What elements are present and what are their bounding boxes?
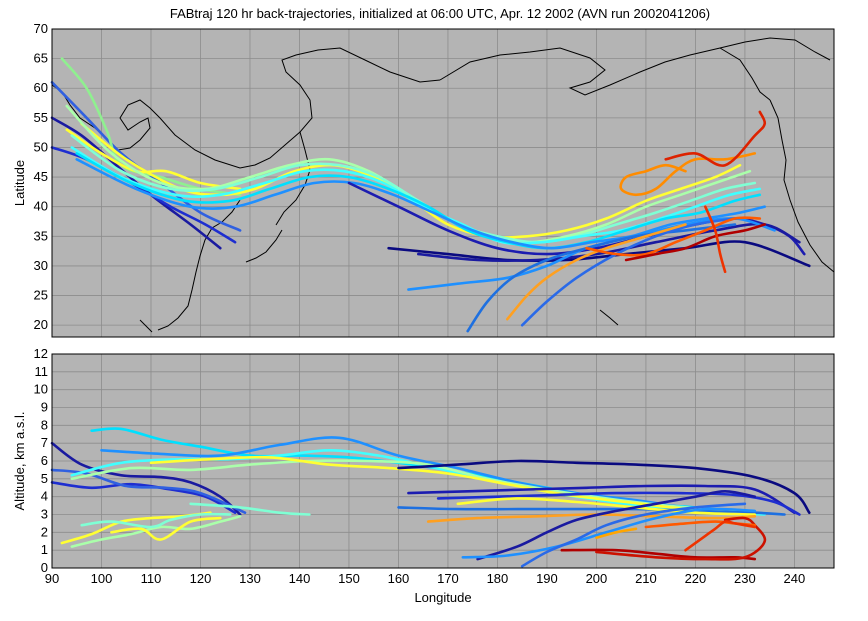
- xtick-label: 140: [289, 571, 311, 586]
- ytick-label: 7: [41, 435, 48, 450]
- ytick-label: 20: [34, 317, 48, 332]
- trajectory-line: [110, 516, 222, 541]
- ytick-label: 6: [41, 453, 48, 468]
- trajectory-line: [456, 497, 757, 516]
- trajectory-line: [585, 216, 762, 257]
- latitude-panel: 20 25 30 35 40 45 50 55 60 65 70 Latitude: [12, 21, 835, 338]
- xtick-label: 130: [239, 571, 261, 586]
- trajectory-line: [476, 490, 757, 561]
- xtick-label: 210: [635, 571, 657, 586]
- xtick-label: 160: [388, 571, 410, 586]
- xtick-label: 180: [487, 571, 509, 586]
- ytick-label: 25: [34, 288, 48, 303]
- ytick-label: 10: [34, 382, 48, 397]
- coastline-segment: [439, 37, 831, 96]
- ytick-label: 3: [41, 507, 48, 522]
- coastline-segment: [139, 319, 153, 333]
- altitude-panel-frame: [51, 353, 835, 569]
- ytick-label: 1: [41, 542, 48, 557]
- ytick-label: 35: [34, 228, 48, 243]
- coastline-segment: [719, 47, 771, 101]
- xtick-label: 220: [685, 571, 707, 586]
- altitude-trajectories: [50, 427, 811, 568]
- ytick-label: 40: [34, 199, 48, 214]
- trajectory-line: [520, 502, 747, 568]
- trajectory-line: [595, 527, 638, 539]
- ytick-label: 12: [34, 346, 48, 361]
- latitude-axis-label: Latitude: [12, 160, 27, 206]
- ytick-label: 55: [34, 110, 48, 125]
- ytick-label: 9: [41, 400, 48, 415]
- xtick-label: 170: [437, 571, 459, 586]
- trajectory-line: [100, 436, 747, 516]
- coastline-segment: [769, 99, 835, 273]
- coastline-segment: [245, 229, 283, 263]
- xtick-label: 110: [141, 571, 162, 586]
- longitude-axis-label: Longitude: [414, 590, 471, 605]
- trajectory-line: [80, 512, 232, 529]
- xtick-label: 200: [586, 571, 608, 586]
- xtick-label: 240: [784, 571, 806, 586]
- trajectory-line: [704, 205, 727, 274]
- ytick-label: 8: [41, 417, 48, 432]
- xtick-label: 230: [734, 571, 756, 586]
- ytick-label: 0: [41, 560, 48, 575]
- ytick-label: 70: [34, 21, 48, 36]
- trajectory-line: [684, 520, 757, 552]
- figure-title: FABtraj 120 hr back-trajectories, initia…: [170, 6, 710, 21]
- trajectory-line: [664, 110, 767, 167]
- trajectory-line: [506, 223, 687, 321]
- latitude-ytick-labels: 20 25 30 35 40 45 50 55 60 65 70: [34, 21, 48, 332]
- ytick-label: 30: [34, 258, 48, 273]
- ytick-label: 2: [41, 524, 48, 539]
- trajectory-line: [70, 515, 242, 548]
- latitude-panel-grid: [52, 29, 834, 337]
- xtick-label: 100: [91, 571, 113, 586]
- trajectory-line: [466, 223, 737, 333]
- latitude-panel-frame: [51, 28, 835, 338]
- trajectory-line: [397, 506, 786, 516]
- trajectory-line: [189, 502, 311, 516]
- coastline-segment: [599, 309, 619, 326]
- trajectory-line: [619, 152, 757, 197]
- altitude-axis-label: Altitude, km a.s.l.: [12, 412, 27, 511]
- trajectory-line: [50, 116, 222, 250]
- trajectory-line: [387, 240, 811, 268]
- ytick-label: 65: [34, 51, 48, 66]
- ytick-label: 50: [34, 139, 48, 154]
- trajectory-line: [149, 455, 747, 516]
- trajectory-line: [407, 484, 796, 514]
- xtick-label: 150: [338, 571, 360, 586]
- ytick-label: 11: [35, 364, 49, 379]
- trajectory-line: [397, 459, 811, 514]
- ytick-label: 4: [41, 489, 48, 504]
- trajectory-line: [624, 223, 766, 262]
- altitude-panel-grid: [52, 354, 834, 568]
- xtick-label: 90: [45, 571, 59, 586]
- xtick-label: 120: [190, 571, 212, 586]
- trajectory-line: [50, 441, 242, 516]
- xtick-label: 190: [536, 571, 558, 586]
- trajectory-line: [65, 128, 242, 191]
- ytick-label: 60: [34, 80, 48, 95]
- ytick-label: 45: [34, 169, 48, 184]
- coastline-segment: [51, 47, 441, 169]
- longitude-xtick-labels: 90 100 110 120 130 140 150 160 170 180 190 200 210 22…: [45, 571, 805, 586]
- trajectory-line: [461, 507, 757, 559]
- trajectory-line: [75, 158, 766, 250]
- trajectory-line: [595, 516, 767, 561]
- latitude-trajectories: [50, 57, 811, 333]
- trajectory-line: [436, 491, 801, 516]
- coastline-segment: [157, 199, 241, 331]
- ytick-label: 5: [41, 471, 48, 486]
